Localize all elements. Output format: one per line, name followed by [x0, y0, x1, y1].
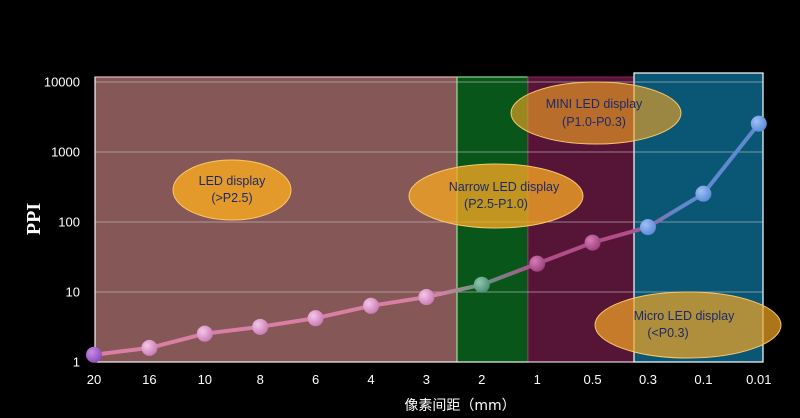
annotation-led: LED display (>P2.5) [172, 159, 292, 221]
annotation-micro-line2: (<P0.3) [647, 326, 688, 340]
y-tick-label: 10 [66, 285, 80, 300]
x-axis-title: 像素间距（mm） [404, 398, 515, 414]
data-point [418, 289, 435, 306]
annotation-micro-line1: Micro LED display [634, 309, 735, 323]
data-point [473, 276, 490, 293]
x-tick-label: 2 [478, 372, 485, 387]
data-point [529, 255, 546, 272]
y-axis-title: PPI [23, 203, 45, 235]
annotation-mini: MINI LED display (P1.0-P0.3) [510, 81, 682, 145]
x-tick-label: 10 [198, 372, 212, 387]
y-tick-label: 1000 [51, 145, 80, 160]
annotation-narrow-line1: Narrow LED display [449, 180, 560, 194]
data-point [196, 325, 213, 342]
data-point [640, 219, 656, 236]
data-point [584, 234, 601, 251]
x-tick-label: 0.01 [746, 372, 771, 387]
x-tick-label: 6 [312, 372, 319, 387]
y-tick-label: 10000 [44, 75, 80, 90]
data-point [363, 297, 379, 314]
annotation-narrow: Narrow LED display (P2.5-P1.0) [408, 163, 584, 229]
annotation-narrow-line2: (P2.5-P1.0) [464, 197, 528, 211]
region-led [94, 76, 458, 363]
x-tick-label: 3 [423, 372, 430, 387]
x-tick-label: 8 [257, 372, 264, 387]
annotation-led-line2: (>P2.5) [211, 191, 252, 205]
annotation-mini-line1: MINI LED display [546, 97, 643, 111]
annotation-mini-line2: (P1.0-P0.3) [562, 115, 626, 129]
x-tick-label: 1 [534, 372, 541, 387]
data-point [86, 346, 102, 363]
x-tick-label: 4 [367, 372, 374, 387]
data-point [252, 318, 269, 335]
x-tick-label: 20 [87, 372, 101, 387]
data-point [141, 339, 158, 356]
annotation-micro: Micro LED display (<P0.3) [594, 291, 782, 359]
x-tick-label: 16 [142, 372, 156, 387]
x-tick-label: 0.1 [694, 372, 712, 387]
data-point [307, 310, 324, 327]
x-tick-label: 0.5 [584, 372, 602, 387]
y-tick-label: 1 [73, 355, 80, 370]
data-point [695, 185, 712, 202]
y-tick-label: 100 [58, 215, 80, 230]
x-tick-label: 0.3 [639, 372, 657, 387]
data-point [750, 115, 767, 132]
annotation-led-line1: LED display [199, 174, 266, 188]
